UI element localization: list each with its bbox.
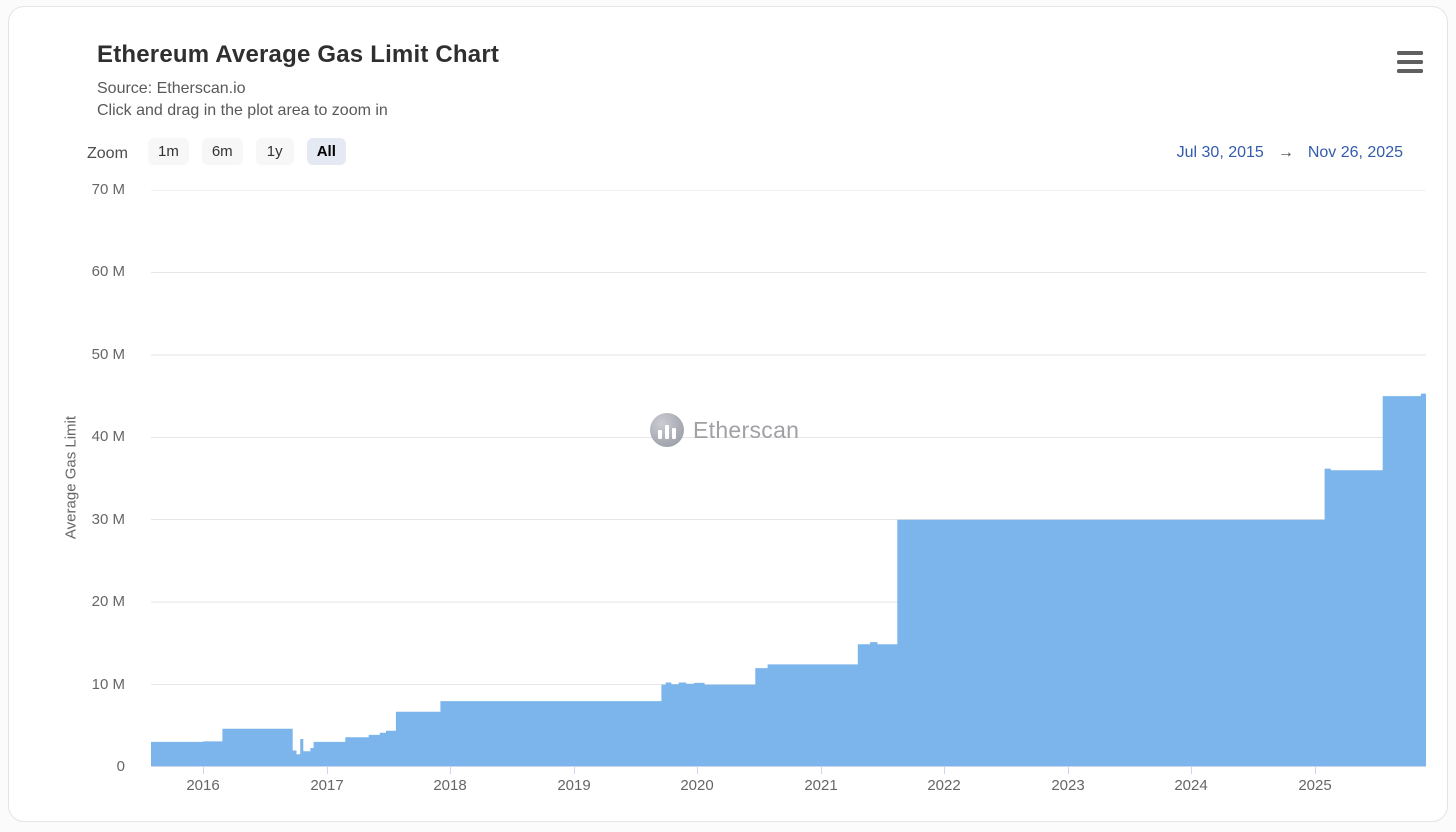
y-axis-label-10: 10 M [91, 675, 125, 693]
zoom-label: Zoom [87, 145, 128, 162]
y-axis-label-20: 20 M [91, 593, 125, 611]
y-axis-label-50: 50 M [91, 345, 125, 363]
x-axis-tick-2021 [821, 767, 822, 774]
x-axis-label-2022: 2022 [927, 777, 961, 794]
x-axis-tick-2019 [574, 767, 575, 774]
chart-source: Source: Etherscan.io [97, 80, 246, 97]
zoom-button-1y[interactable]: 1y [255, 138, 294, 165]
date-from-input[interactable]: Jul 30, 2015 [1176, 144, 1264, 161]
x-axis-label-2023: 2023 [1051, 777, 1085, 794]
x-axis-tick-2018 [450, 767, 451, 774]
menu-bar [1397, 51, 1423, 55]
x-axis-label-2025: 2025 [1298, 777, 1332, 794]
chart-hint: Click and drag in the plot area to zoom … [97, 102, 388, 119]
x-axis-label-2019: 2019 [557, 777, 591, 794]
x-axis-label-2021: 2021 [804, 777, 838, 794]
x-axis-tick-2025 [1315, 767, 1316, 774]
x-axis-label-2024: 2024 [1174, 777, 1208, 794]
menu-bar [1397, 69, 1423, 73]
menu-bar [1397, 60, 1423, 64]
y-axis-label-60: 60 M [91, 263, 125, 281]
gas-limit-area-chart [151, 189, 1426, 767]
date-to-input[interactable]: Nov 26, 2025 [1307, 144, 1403, 161]
x-axis-tick-2016 [203, 767, 204, 774]
x-axis-label-2017: 2017 [310, 777, 344, 794]
x-axis-tick-2022 [944, 767, 945, 774]
chart-card: Ethereum Average Gas Limit Chart Source:… [8, 6, 1448, 822]
x-axis-tick-2023 [1068, 767, 1069, 774]
y-axis-label-40: 40 M [91, 428, 125, 446]
zoom-button-1m[interactable]: 1m [148, 138, 189, 165]
y-axis-label-30: 30 M [91, 510, 125, 528]
y-axis-label-0: 0 [116, 758, 125, 775]
x-axis-tick-2020 [697, 767, 698, 774]
zoom-button-group: 1m 6m 1y All [148, 138, 346, 165]
x-axis-tick-2017 [327, 767, 328, 774]
y-axis-label-70: 70 M [91, 181, 125, 198]
date-range: Jul 30, 2015 → Nov 26, 2025 [1177, 144, 1403, 162]
range-arrow-icon: → [1277, 144, 1294, 161]
plot-area[interactable] [151, 189, 1426, 767]
x-axis-label-2018: 2018 [433, 777, 467, 794]
x-axis-tick-2024 [1191, 767, 1192, 774]
x-axis-label-2020: 2020 [680, 777, 714, 794]
x-axis-label-2016: 2016 [186, 777, 220, 794]
hamburger-menu-icon[interactable] [1397, 51, 1423, 73]
chart-title: Ethereum Average Gas Limit Chart [97, 41, 500, 68]
zoom-button-all[interactable]: All [306, 138, 346, 165]
y-axis-title: Average Gas Limit [62, 415, 80, 540]
zoom-button-6m[interactable]: 6m [201, 138, 243, 165]
